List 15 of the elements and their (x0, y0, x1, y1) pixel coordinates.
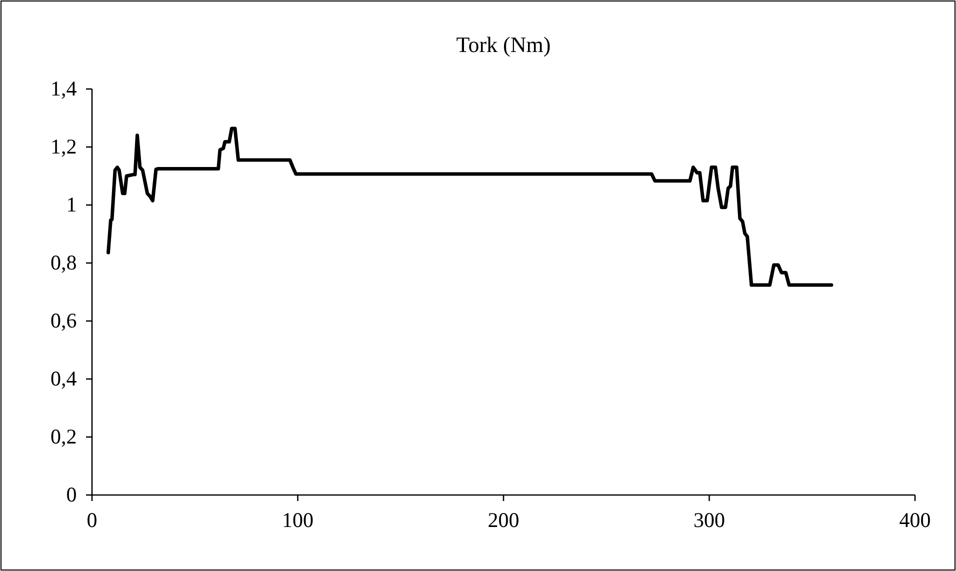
line-series (106, 126, 834, 287)
x-tick-label: 0 (86, 508, 98, 532)
y-tick-label: 0 (66, 482, 77, 507)
y-tick-label: 1 (66, 192, 77, 217)
y-tick-label: 0,8 (50, 250, 77, 275)
y-tick-label: 0,6 (50, 308, 77, 333)
x-tick-label: 300 (694, 508, 725, 532)
y-tick-label: 1,2 (50, 134, 77, 159)
x-tick-label: 200 (488, 508, 520, 532)
x-tick-label: 400 (899, 508, 931, 532)
x-tick-label: 100 (282, 508, 314, 532)
y-tick-label: 0,4 (50, 366, 78, 391)
y-tick-label: 1,4 (50, 76, 78, 101)
y-tick-label: 0,2 (50, 424, 77, 449)
chart-title: Tork (Nm) (456, 32, 551, 57)
